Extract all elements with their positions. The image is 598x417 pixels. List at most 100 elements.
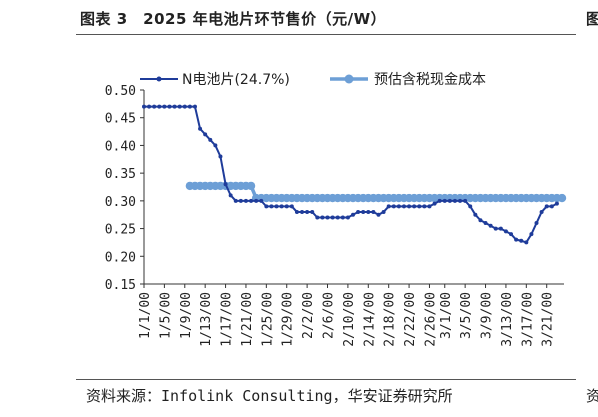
data-point <box>228 193 233 198</box>
legend-label-cost: 预估含税现金成本 <box>374 72 486 88</box>
data-point <box>172 104 177 109</box>
data-point <box>366 209 371 214</box>
data-point <box>284 204 289 209</box>
data-point <box>274 204 279 209</box>
y-tick-label: 0.50 <box>105 84 136 99</box>
legend-label-n-cell: N电池片(24.7%) <box>182 72 290 88</box>
data-point <box>478 218 483 223</box>
y-tick-label: 0.15 <box>105 278 136 293</box>
data-point <box>498 226 503 231</box>
x-tick-label: 3/17/00 <box>520 292 535 347</box>
data-point <box>417 204 422 209</box>
x-tick-label: 2/22/00 <box>403 292 418 347</box>
x-tick-label: 1/17/00 <box>220 292 235 347</box>
y-tick-label: 0.20 <box>105 250 136 265</box>
x-tick-label: 3/9/00 <box>480 292 495 339</box>
data-point <box>325 215 330 220</box>
data-point <box>294 209 299 214</box>
data-point <box>463 198 468 203</box>
data-point <box>162 104 167 109</box>
data-point <box>412 204 417 209</box>
data-point <box>427 204 432 209</box>
data-point <box>396 204 401 209</box>
data-point <box>391 204 396 209</box>
data-point <box>422 204 427 209</box>
data-point <box>442 198 447 203</box>
data-point <box>152 104 157 109</box>
data-point <box>269 204 274 209</box>
x-tick-label: 1/9/00 <box>179 292 194 339</box>
y-tick-label: 0.35 <box>105 167 136 182</box>
x-axis-tick-labels: 1/1/00 1/5/00 1/9/00 1/13/00 1/17/00 1/21/00 1… <box>138 292 556 347</box>
data-point <box>259 198 264 203</box>
data-point <box>246 181 256 191</box>
x-tick-label: 3/13/00 <box>500 292 515 347</box>
data-point <box>208 137 213 142</box>
clipped-next-figure-title: 图 <box>586 10 598 28</box>
x-tick-label: 2/6/00 <box>322 292 337 339</box>
data-point <box>340 215 345 220</box>
data-point <box>473 212 478 217</box>
data-point <box>203 132 208 137</box>
data-point <box>514 237 519 242</box>
data-point <box>452 198 457 203</box>
y-tick-label: 0.30 <box>105 195 136 210</box>
data-point <box>544 204 549 209</box>
data-point <box>213 143 218 148</box>
data-point <box>524 240 529 245</box>
x-tick-label: 3/21/00 <box>541 292 556 347</box>
data-point <box>330 215 335 220</box>
source-note: 资料来源：Infolink Consulting，华安证券研究所 <box>86 387 453 405</box>
data-point <box>468 204 473 209</box>
data-point <box>198 126 203 131</box>
data-point <box>345 215 350 220</box>
data-point <box>447 198 452 203</box>
y-tick-label: 0.45 <box>105 112 136 127</box>
x-tick-label: 1/1/00 <box>138 292 153 339</box>
data-point <box>233 198 238 203</box>
legend-marker-cost <box>344 74 354 84</box>
axes <box>140 89 564 288</box>
x-tick-label: 1/25/00 <box>260 292 275 347</box>
data-point <box>407 204 412 209</box>
y-tick-label: 0.25 <box>105 223 136 238</box>
data-point <box>243 198 248 203</box>
data-point <box>167 104 172 109</box>
legend-marker-n-cell <box>156 76 162 82</box>
data-point <box>254 198 259 203</box>
data-point <box>315 215 320 220</box>
y-axis-tick-labels: 0.50 0.45 0.40 0.35 0.30 0.25 0.20 0.15 <box>105 84 136 293</box>
data-point <box>549 204 554 209</box>
series-line <box>144 105 558 244</box>
data-point <box>381 209 386 214</box>
data-point <box>142 104 146 109</box>
data-point <box>177 104 182 109</box>
data-point <box>223 182 228 187</box>
data-point <box>401 204 406 209</box>
data-point <box>503 229 508 234</box>
data-point <box>437 198 442 203</box>
data-point <box>376 212 381 217</box>
data-point <box>519 238 524 243</box>
figure-title: 图表 3 2025 年电池片环节售价（元/W） <box>80 10 387 28</box>
data-point <box>557 193 567 203</box>
source-rule <box>76 379 576 380</box>
data-point <box>147 104 152 109</box>
data-point <box>371 209 376 214</box>
data-point <box>483 221 488 226</box>
title-rule <box>76 34 576 35</box>
data-point <box>509 232 514 237</box>
data-point <box>305 209 310 214</box>
x-tick-label: 3/1/00 <box>439 292 454 339</box>
x-tick-label: 1/13/00 <box>199 292 214 347</box>
x-tick-label: 2/26/00 <box>423 292 438 347</box>
x-tick-label: 2/2/00 <box>301 292 316 339</box>
data-point <box>320 215 325 220</box>
data-point <box>529 232 534 237</box>
data-point <box>356 209 361 214</box>
y-tick-label: 0.40 <box>105 139 136 154</box>
data-point <box>300 209 305 214</box>
data-point <box>310 209 315 214</box>
x-tick-label: 2/18/00 <box>383 292 398 347</box>
data-point <box>493 226 498 231</box>
